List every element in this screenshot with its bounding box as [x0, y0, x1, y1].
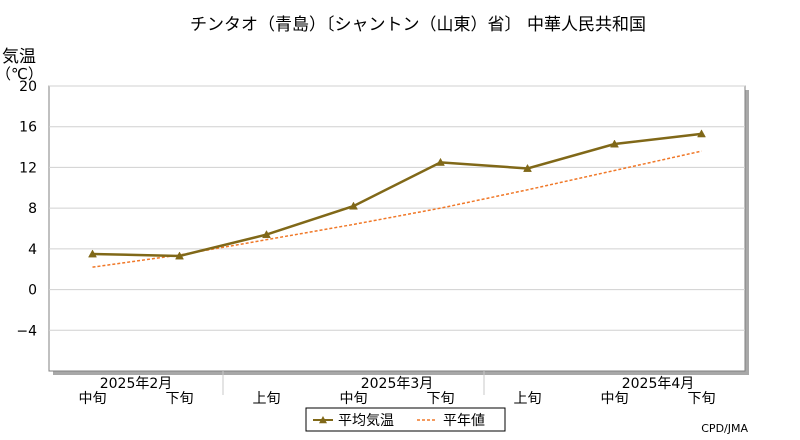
y-tick-label: 20 [19, 79, 37, 95]
y-tick-label: 4 [28, 242, 37, 258]
plot-shadow [48, 85, 749, 375]
data-point [262, 230, 271, 239]
y-ticks: 20 16 12 8 4 0 −4 [16, 79, 37, 339]
legend-box [305, 407, 506, 432]
data-point [88, 249, 97, 258]
x-tick-label: 中旬 [340, 391, 368, 407]
credit: CPD/JMA [701, 422, 748, 435]
x-tick-label: 中旬 [79, 391, 107, 407]
data-point [436, 157, 445, 166]
plot-area [48, 85, 746, 372]
y-tick-label: 16 [19, 120, 37, 136]
legend-label-average: 平均気温 [338, 413, 394, 429]
chart-title: チンタオ（青島）〔シャントン（山東）省〕 中華人民共和国 [190, 15, 646, 35]
grid [49, 85, 745, 331]
x-tick-label: 上旬 [514, 391, 542, 407]
month-label: 2025年2月 [100, 376, 173, 392]
x-tick-label: 下旬 [688, 391, 716, 407]
legend: 平均気温 平年値 [305, 407, 506, 432]
x-tick-label: 上旬 [253, 391, 281, 407]
x-tick-label: 下旬 [166, 391, 194, 407]
series-line-average [92, 132, 702, 258]
data-point [610, 139, 619, 148]
legend-label-normal: 平年値 [443, 413, 485, 429]
data-point [523, 163, 532, 172]
data-point [349, 201, 358, 210]
y-axis-label: 気温 [2, 47, 36, 67]
series [88, 129, 706, 268]
y-tick-label: 8 [28, 201, 37, 217]
month-label: 2025年3月 [361, 376, 434, 392]
month-label: 2025年4月 [622, 376, 695, 392]
y-axis-unit: （℃） [0, 65, 43, 83]
data-point [175, 251, 184, 260]
x-tick-label: 中旬 [601, 391, 629, 407]
x-tick-label: 下旬 [427, 391, 455, 407]
legend-marker-average [319, 416, 327, 424]
y-tick-label: 0 [28, 283, 37, 299]
y-tick-label: 12 [19, 160, 37, 176]
data-point [697, 129, 706, 138]
y-tick-label: −4 [16, 323, 37, 339]
